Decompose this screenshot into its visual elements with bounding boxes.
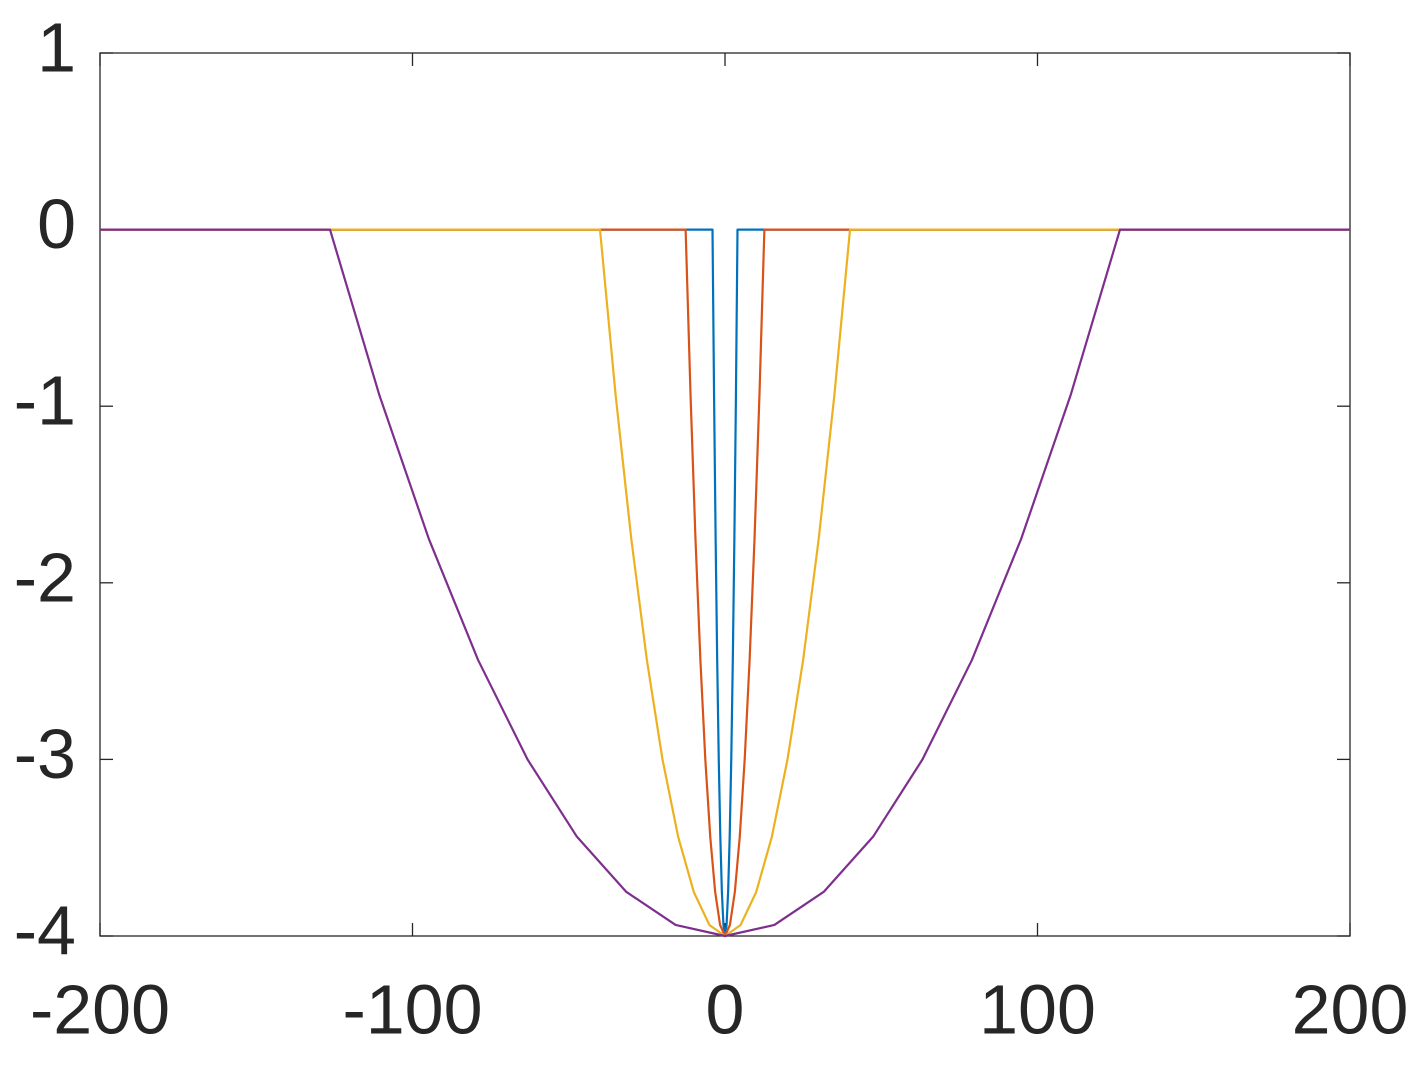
axes-frame — [99, 52, 1351, 937]
y-tick-label: 0 — [37, 185, 76, 263]
x-tick-label: 100 — [979, 970, 1096, 1048]
data-line — [100, 228, 1350, 938]
y-tick-label: -3 — [14, 715, 76, 793]
data-line — [100, 228, 1350, 938]
y-tick-label: -2 — [14, 538, 76, 616]
data-line — [100, 228, 1350, 938]
data-line — [100, 228, 1350, 938]
x-tick-label: -100 — [342, 970, 482, 1048]
y-tick-label: -1 — [14, 362, 76, 440]
x-tick-label: 200 — [1292, 970, 1409, 1048]
y-tick-label: 1 — [37, 8, 76, 86]
y-tick-label: -4 — [14, 891, 76, 969]
x-tick-label: -200 — [30, 970, 170, 1048]
x-tick-label: 0 — [706, 970, 745, 1048]
